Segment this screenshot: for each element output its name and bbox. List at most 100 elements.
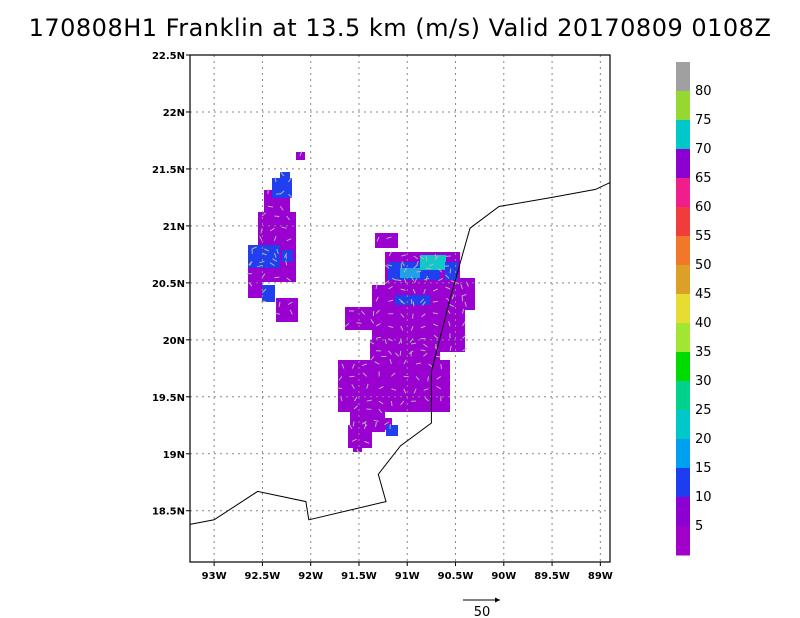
wind-vector-arrow	[400, 288, 406, 291]
lat-tick-label: 18.5N	[152, 507, 185, 518]
wind-vector-arrow	[396, 279, 402, 282]
wind-vector-arrow	[390, 401, 393, 407]
wind-vector-arrow	[375, 323, 381, 327]
wind-vector-arrow	[269, 227, 275, 232]
wind-vector-arrow	[257, 264, 263, 268]
wind-vector-arrow	[448, 321, 451, 327]
wind-vector-arrow	[412, 288, 416, 294]
wind-vector-arrow	[438, 268, 442, 273]
reference-vector: 50	[463, 597, 500, 618]
wind-cell	[276, 298, 298, 322]
wind-vector-arrow	[412, 313, 414, 319]
wind-vector-arrow	[269, 262, 275, 266]
wind-vector-arrow	[403, 267, 408, 273]
wind-vector-arrow	[386, 236, 392, 239]
wind-vector-arrow	[363, 421, 368, 427]
lon-tick-label: 90.5W	[438, 571, 474, 582]
wind-vector-arrow	[287, 177, 292, 183]
colorbar-label: 45	[695, 287, 712, 302]
wind-vector-arrow	[400, 325, 404, 331]
wind-vector-arrow	[288, 193, 293, 198]
wind-vector-arrow	[264, 248, 270, 252]
lat-tick-label: 21N	[163, 222, 185, 233]
colorbar-label: 5	[695, 519, 703, 534]
wind-vector-arrow	[366, 383, 369, 389]
lon-tick-label: 91W	[395, 571, 420, 582]
wind-vector-arrow	[420, 298, 425, 304]
wind-cell	[395, 295, 430, 305]
colorbar-label: 50	[695, 258, 712, 273]
colorbar-label: 35	[695, 345, 712, 360]
wind-vector-arrow	[260, 228, 263, 234]
wind-vector-arrow	[351, 384, 355, 389]
wind-vector-arrow	[401, 254, 407, 257]
colorbar-swatch	[676, 468, 690, 498]
wind-vector-arrow	[399, 350, 402, 356]
wind-vector-arrow	[274, 177, 277, 183]
colorbar-swatch	[676, 149, 690, 179]
colorbar-swatch	[676, 497, 690, 527]
colorbar-label: 75	[695, 113, 712, 128]
wind-vector-arrow	[400, 313, 405, 318]
colorbar-swatch	[676, 323, 690, 353]
wind-vector-arrow	[394, 352, 400, 357]
colorbar-label: 40	[695, 316, 712, 331]
colorbar-swatch	[676, 381, 690, 411]
wind-vector-arrow	[273, 252, 277, 258]
wind-vector-arrow	[423, 343, 428, 348]
colorbar-swatch	[676, 439, 690, 469]
wind-vector-arrow	[449, 268, 452, 274]
wind-vector-arrow	[415, 376, 420, 381]
wind-vector-arrow	[416, 261, 419, 267]
lon-tick-label: 93W	[202, 571, 227, 582]
wind-vector-arrow	[420, 349, 426, 352]
wind-vector-arrow	[338, 376, 343, 381]
wind-vector-arrow	[391, 277, 397, 281]
longitude-tick-labels: 93W 92.5W 92W 91.5W 91W 90.5W 90W 89.5W 89W	[202, 571, 613, 582]
wind-vector-arrow	[278, 301, 281, 307]
colorbar-label: 20	[695, 432, 712, 447]
wind-vector-arrow	[440, 363, 442, 370]
wind-vector-arrow	[446, 309, 451, 314]
wind-vector-arrow	[391, 372, 396, 377]
wind-vector-arrow	[373, 419, 379, 422]
wind-vector-arrow	[375, 309, 380, 315]
wind-vector-arrow	[438, 277, 444, 282]
wind-vector-arrow	[445, 286, 451, 290]
wind-vector-arrow	[462, 334, 467, 339]
wind-vector-arrow	[275, 193, 282, 195]
colorbar-swatch	[676, 207, 690, 237]
colorbar: 80 75 70 65 60 55 50 45 40 35 30 25 20 15 10 5	[676, 62, 712, 556]
wind-vector-arrow	[403, 388, 407, 394]
wind-vector-arrow	[461, 293, 467, 297]
wind-vector-arrow	[351, 363, 355, 369]
colorbar-label: 55	[695, 229, 712, 244]
wind-vector-arrow	[362, 372, 368, 377]
wind-vector-arrow	[374, 361, 380, 365]
wind-vector-arrow	[272, 258, 277, 262]
wind-vector-arrow	[351, 438, 357, 442]
wind-vector-arrow	[285, 260, 288, 266]
wind-cell	[386, 425, 398, 436]
wind-vector-arrow	[445, 274, 450, 279]
map-frame	[189, 54, 611, 563]
latitude-tick-labels: 22.5N 22N 21.5N 21N 20.5N 20N 19.5N 19N 18.5N	[152, 51, 185, 518]
map-title: 170808H1 Franklin at 13.5 km (m/s) Valid…	[28, 14, 772, 42]
lat-tick-label: 22N	[163, 108, 185, 119]
colorbar-label: 10	[695, 490, 712, 505]
wind-vector-arrow	[449, 345, 452, 351]
wind-vector-arrow	[287, 301, 293, 306]
wind-vector-arrow	[432, 300, 438, 303]
wind-cell	[338, 360, 450, 412]
wind-vector-arrow	[283, 252, 288, 258]
wind-vector-arrow	[423, 288, 426, 294]
wind-vector-arrow	[286, 238, 292, 242]
wind-vector-arrow	[370, 319, 375, 324]
lat-tick-label: 19.5N	[152, 393, 185, 404]
wind-vector-arrow	[376, 236, 380, 242]
wind-cell	[248, 245, 280, 268]
wind-vector-arrow	[410, 325, 414, 331]
wind-vector-arrow	[249, 261, 253, 267]
wind-vector-arrow	[375, 296, 379, 302]
